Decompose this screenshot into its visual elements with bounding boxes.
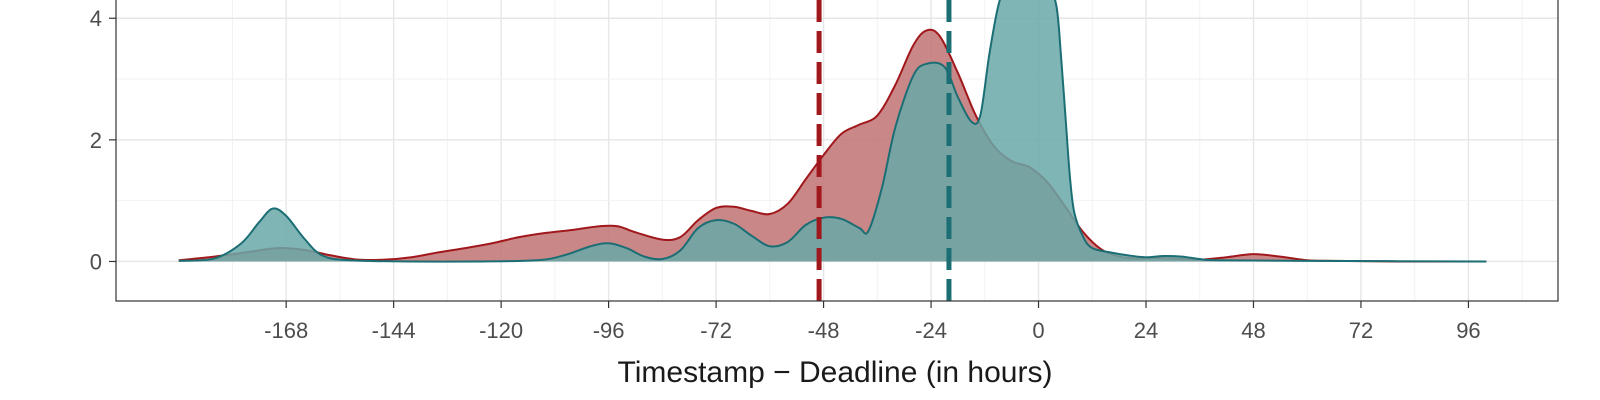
- x-tick-label: 24: [1134, 318, 1158, 343]
- density-area-red: [178, 29, 1487, 262]
- x-tick-label: 48: [1241, 318, 1265, 343]
- x-tick-label: 72: [1349, 318, 1373, 343]
- density-areas: [178, 0, 1487, 263]
- x-tick-label: 96: [1456, 318, 1480, 343]
- x-tick-label: -120: [479, 318, 523, 343]
- x-tick-label: -144: [372, 318, 416, 343]
- plot-panel-border: [115, 0, 1559, 302]
- density-line-teal: [178, 0, 1487, 263]
- x-tick-label: -96: [593, 318, 625, 343]
- x-axis-title: Timestamp − Deadline (in hours): [618, 356, 1053, 389]
- y-tick-label: 0: [90, 249, 102, 274]
- x-tick-label: -48: [808, 318, 840, 343]
- x-tick-label: -24: [915, 318, 947, 343]
- y-tick-label: 4: [90, 6, 102, 31]
- deadline-markers: [816, 0, 952, 301]
- y-tick-label: 2: [90, 128, 102, 153]
- x-tick-label: -168: [264, 318, 308, 343]
- x-tick-label: -72: [700, 318, 732, 343]
- x-tick-label: 0: [1032, 318, 1044, 343]
